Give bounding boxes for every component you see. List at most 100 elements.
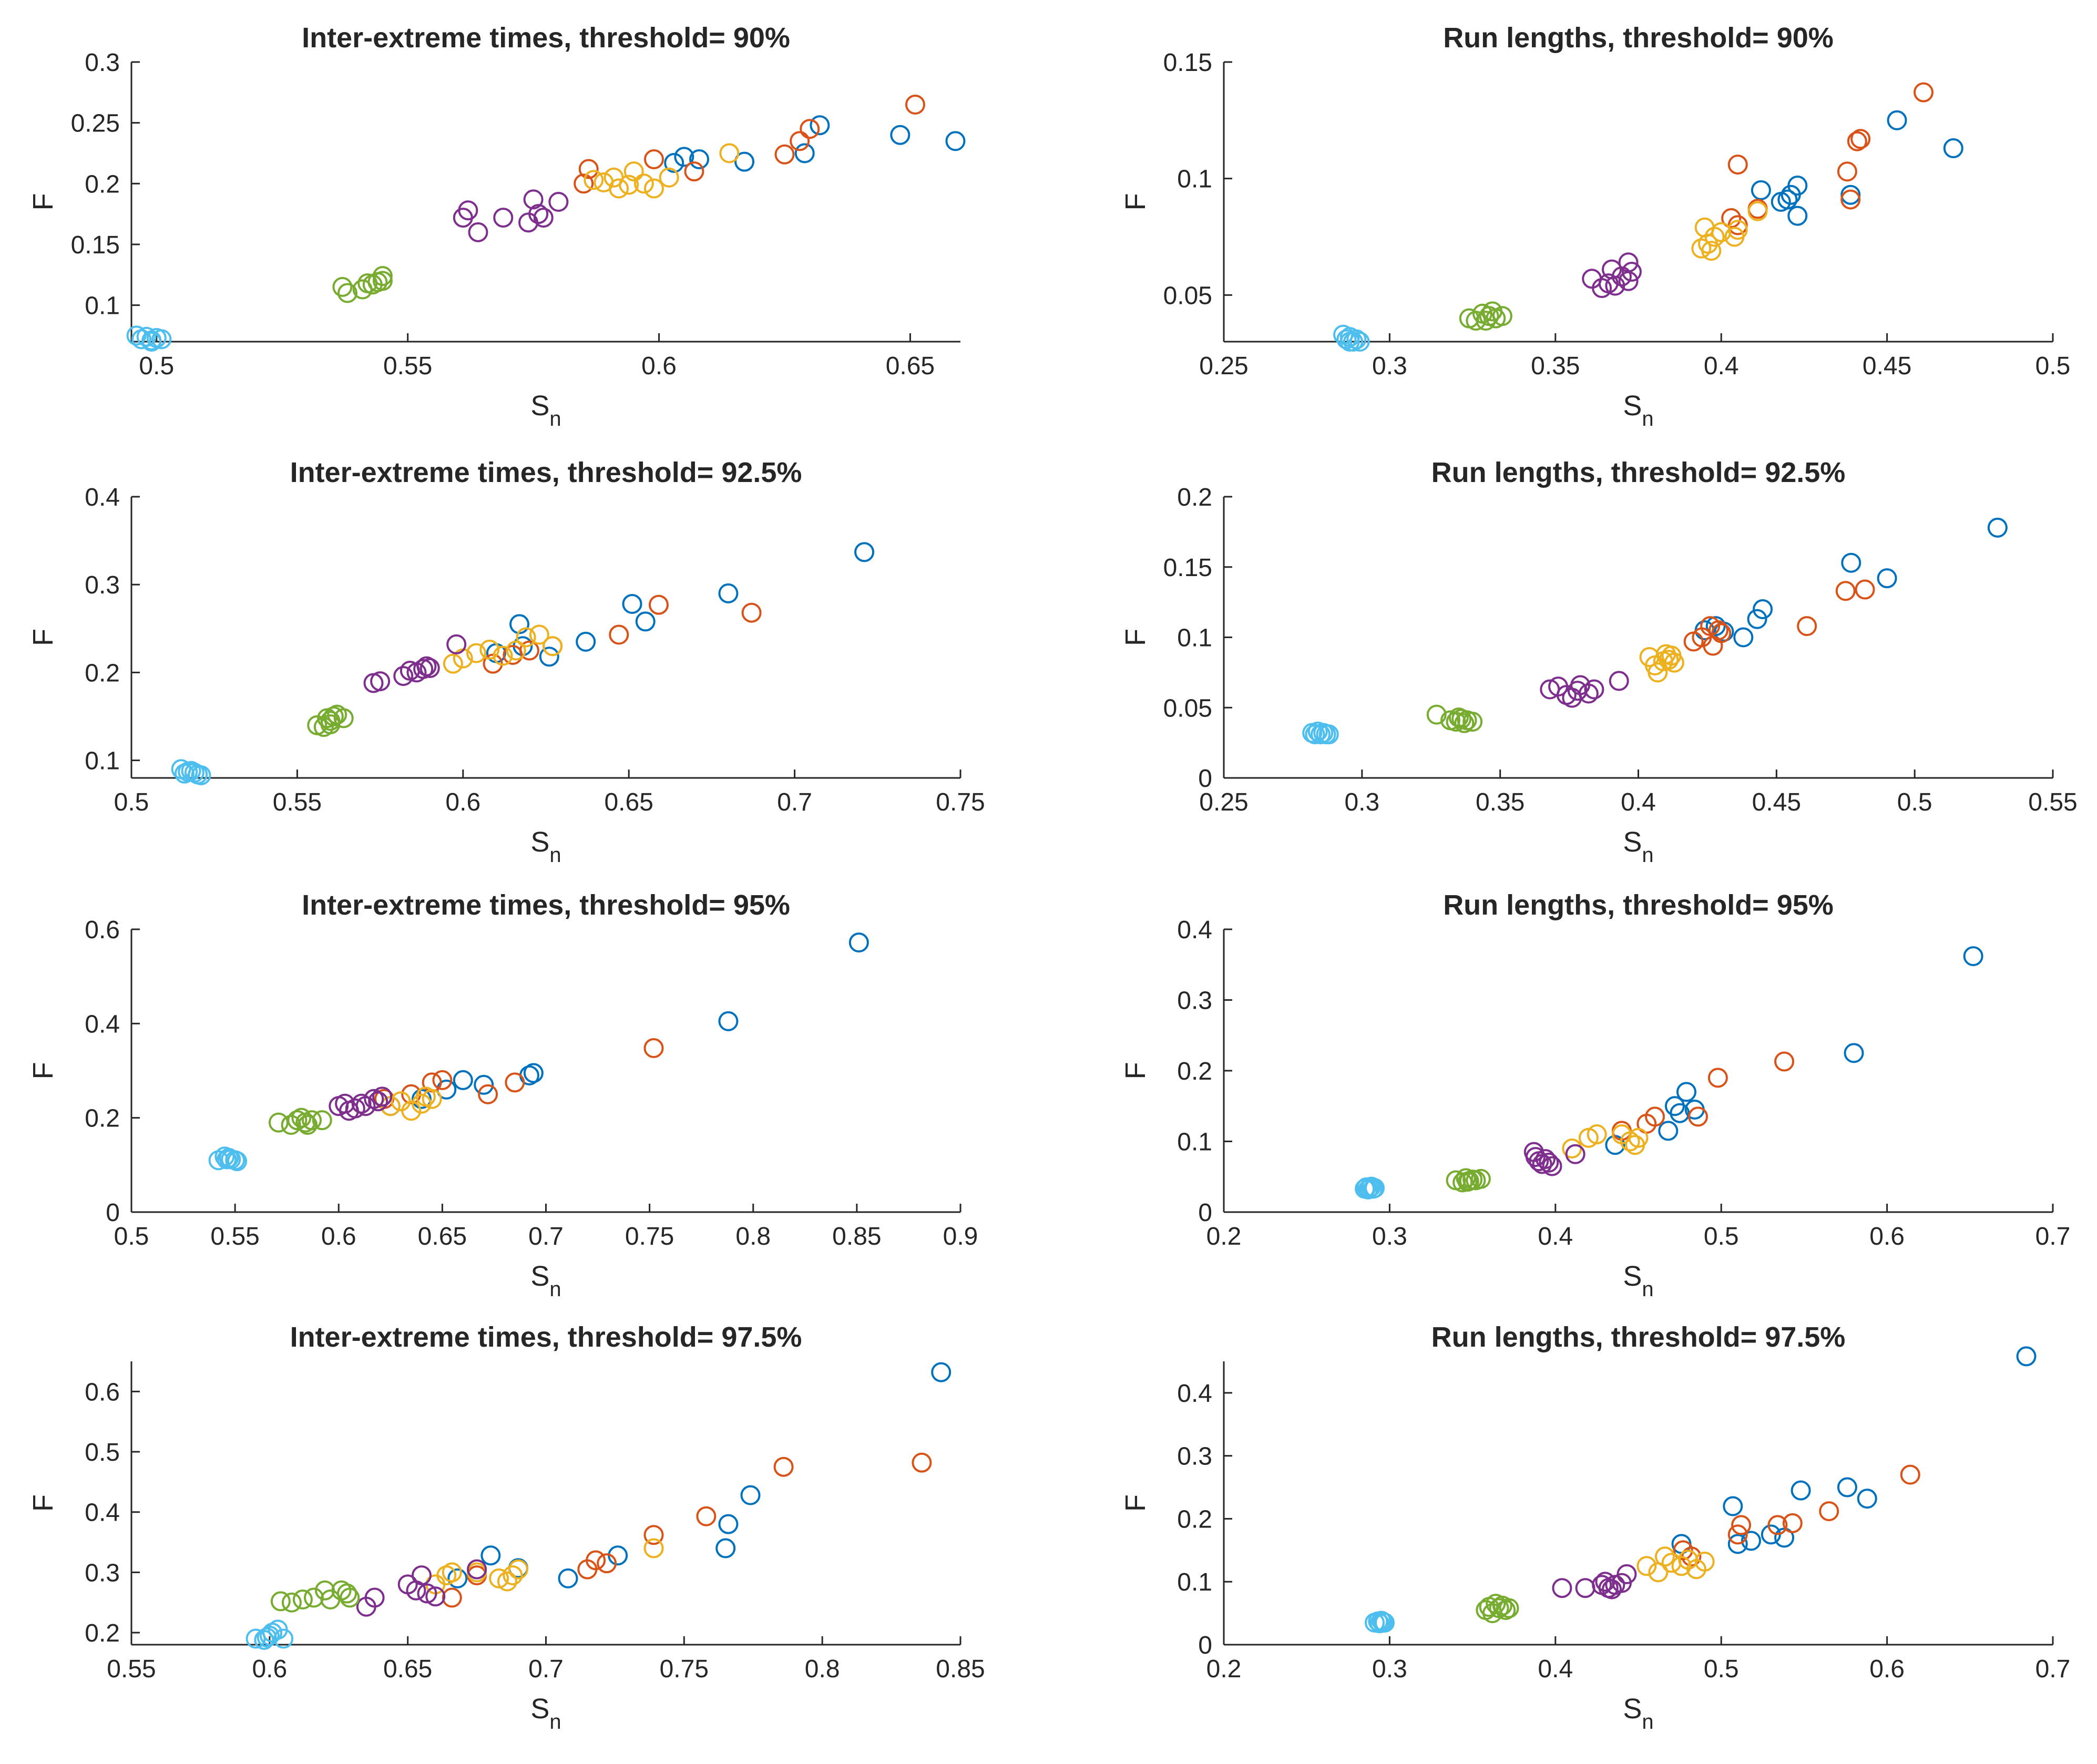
x-tick-label: 0.65 (604, 788, 653, 816)
scatter-panel-5: Inter-extreme times, threshold= 95% 0.5 0.… (27, 889, 978, 1301)
scatter-point-purple (1621, 262, 1642, 282)
x-tick-label: 0.6 (445, 788, 480, 816)
scatter-point-blue (1777, 189, 1798, 210)
x-tick-label: 0.65 (886, 352, 935, 380)
y-tick-label: 0.1 (85, 292, 120, 320)
scatter-point-green (291, 1107, 312, 1128)
scatter-point-yellow (1694, 1551, 1715, 1572)
scatter-point-yellow (1628, 1127, 1649, 1148)
scatter-point-yellow (442, 1562, 462, 1583)
scatter-point-yellow (1701, 241, 1722, 261)
scatter-point-cyan (1305, 724, 1325, 745)
scatter-point-yellow (1636, 1556, 1657, 1576)
x-axis-label-main: S (1623, 1260, 1642, 1292)
scatter-point-blue (1727, 1534, 1748, 1554)
panel-title: Inter-extreme times, threshold= 97.5% (290, 1321, 802, 1353)
scatter-point-purple (368, 1091, 388, 1112)
scatter-point-green (320, 714, 341, 735)
scatter-point-orange (800, 119, 820, 139)
x-tick-label: 0.85 (832, 1223, 881, 1250)
scatter-point-purple (1617, 1564, 1637, 1584)
scatter-point-orange (1707, 1068, 1728, 1088)
scatter-point-blue (523, 1063, 544, 1083)
scatter-point-blue (740, 1485, 761, 1505)
y-axis-label: F (27, 193, 59, 211)
scatter-point-blue (1733, 627, 1754, 648)
y-tick-label: 0.2 (85, 659, 120, 687)
scatter-point-blue (1787, 175, 1808, 196)
scatter-point-purple (411, 1565, 432, 1586)
scatter-point-blue (480, 1545, 501, 1566)
scatter-point-blue (674, 147, 694, 167)
scatter-panel-3: Inter-extreme times, threshold= 92.5% 0.5… (27, 457, 985, 867)
scatter-point-yellow (516, 627, 536, 648)
scatter-point-orange (1850, 129, 1871, 149)
x-tick-label: 0.65 (383, 1655, 432, 1683)
x-tick-label: 0.65 (418, 1223, 467, 1250)
x-axis-label-main: S (1623, 826, 1642, 858)
scatter-point-green (1466, 311, 1486, 331)
scatter-point-orange (1731, 1515, 1752, 1535)
scatter-point-blue (411, 1089, 432, 1109)
scatter-point-yellow (1671, 1556, 1692, 1576)
y-axis-label: F (27, 1494, 59, 1512)
scatter-point-yellow (422, 1089, 442, 1109)
scatter-point-blue (1787, 206, 1808, 226)
scatter-point-purple (372, 1086, 393, 1107)
scatter-panel-7: Inter-extreme times, threshold= 97.5% 0.5… (27, 1321, 985, 1734)
scatter-point-yellow (1727, 220, 1748, 240)
scatter-point-purple (468, 222, 488, 242)
y-tick-label: 0 (1198, 1199, 1212, 1227)
scatter-point-orange (574, 173, 594, 194)
scatter-panel-6: Run lengths, threshold= 95% 0.2 0.3 0.4 0.5 0… (1120, 889, 2070, 1301)
scatter-point-cyan (178, 762, 198, 782)
x-tick-label: 0.6 (1869, 1655, 1905, 1683)
y-tick-label: 0.2 (85, 1105, 120, 1133)
scatter-point-green (372, 266, 393, 286)
y-tick-label: 0.4 (85, 1499, 120, 1527)
x-tick-label: 0.4 (1704, 352, 1739, 380)
scatter-point-blue (539, 647, 559, 667)
x-tick-label: 0.7 (528, 1655, 564, 1683)
scatter-point-green (281, 1115, 301, 1135)
scatter-point-yellow (508, 1559, 528, 1580)
x-tick-label: 0.2 (1206, 1655, 1242, 1683)
scatter-point-purple (364, 1089, 384, 1109)
scatter-point-purple (370, 671, 391, 692)
scatter-point-green (292, 1589, 313, 1609)
x-tick-label: 0.25 (1199, 352, 1248, 380)
scatter-point-purple (533, 208, 554, 228)
scatter-point-orange (643, 149, 664, 170)
scatter-point-orange (1797, 616, 1817, 637)
scatter-point-orange (609, 624, 629, 645)
y-tick-label: 0.6 (85, 1378, 120, 1406)
x-axis-label-sub: n (549, 1278, 561, 1301)
scatter-point-purple (1542, 1156, 1562, 1176)
scatter-point-green (268, 1112, 289, 1133)
scatter-point-orange (1645, 1106, 1665, 1127)
scatter-point-yellow (506, 640, 526, 661)
scatter-point-purple (417, 1583, 437, 1604)
x-axis-label: Sn (530, 826, 561, 867)
scatter-panel-8: Run lengths, threshold= 97.5% 0.2 0.3 0.4 0.… (1120, 1321, 2070, 1734)
scatter-point-cyan (1318, 724, 1339, 745)
scatter-point-yellow (1704, 227, 1725, 247)
scatter-point-blue (945, 131, 966, 151)
scatter-point-purple (1582, 269, 1602, 289)
scatter-point-green (337, 1583, 357, 1604)
scatter-point-yellow (633, 173, 654, 194)
x-tick-label: 0.75 (936, 788, 985, 816)
scatter-point-blue (1857, 1489, 1877, 1509)
y-tick-label: 0.15 (71, 231, 120, 259)
y-tick-label: 0.3 (85, 49, 120, 77)
scatter-point-purple (467, 1559, 487, 1580)
scatter-point-yellow (1648, 662, 1668, 683)
scatter-point-orange (1840, 189, 1861, 210)
x-axis-label-sub: n (549, 407, 561, 430)
scatter-point-blue (689, 149, 710, 170)
y-axis-label: F (27, 629, 59, 646)
y-tick-label: 0.4 (1177, 1380, 1212, 1408)
x-axis-label-main: S (1623, 1693, 1642, 1725)
scatter-point-green (1499, 1598, 1519, 1618)
